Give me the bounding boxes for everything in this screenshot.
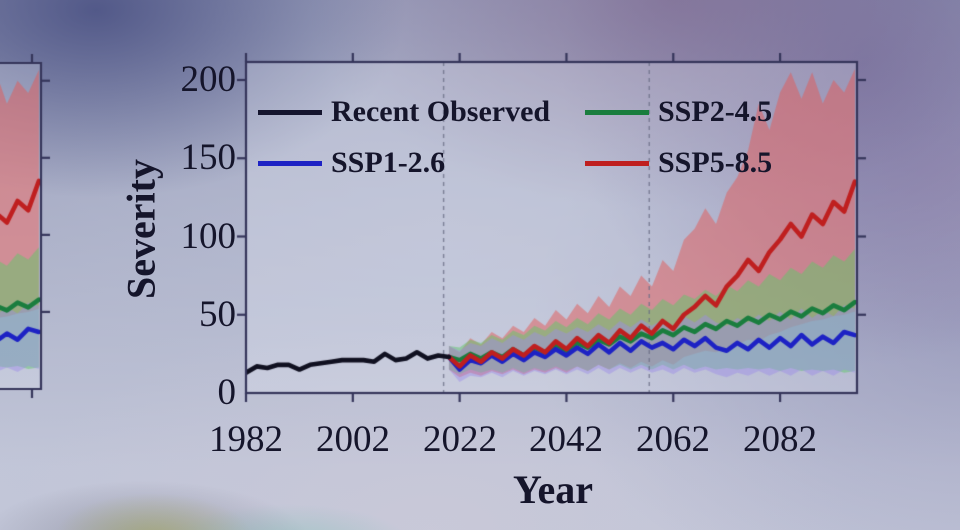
legend-swatch-recent-observed [258, 109, 322, 115]
legend-swatch-ssp1-26 [258, 160, 322, 166]
legend-swatch-ssp2-45 [585, 109, 649, 115]
legend-swatch-ssp5-85 [585, 160, 649, 166]
y-tick-label-0: 0 [217, 372, 237, 413]
x-tick-label-2022: 2022 [423, 419, 497, 460]
x-axis-title: Year [513, 467, 593, 512]
y-tick-label-50: 50 [199, 294, 236, 335]
legend-label-ssp1-26: SSP1-2.6 [331, 146, 446, 179]
legend-item-recent-observed: Recent Observed [258, 94, 550, 130]
x-tick-label-2002: 2002 [316, 419, 390, 460]
legend-item-ssp2-45: SSP2-4.5 [585, 94, 772, 130]
legend-label-recent-observed: Recent Observed [331, 95, 551, 128]
x-tick-label-2082: 2082 [743, 419, 817, 460]
x-tick-label-1982: 1982 [209, 419, 283, 460]
legend-item-ssp1-26: SSP1-2.6 [258, 145, 445, 181]
x-tick-label-2062: 2062 [636, 419, 710, 460]
legend-label-ssp2-45: SSP2-4.5 [658, 95, 773, 128]
legend-item-ssp5-85: SSP5-8.5 [585, 145, 772, 181]
y-axis-title: Severity [118, 159, 164, 299]
y-tick-label-100: 100 [180, 216, 237, 257]
y-tick-label-150: 150 [180, 137, 237, 178]
y-tick-label-200: 200 [180, 59, 237, 100]
x-tick-label-2042: 2042 [529, 419, 603, 460]
legend-label-ssp5-85: SSP5-8.5 [658, 146, 773, 179]
